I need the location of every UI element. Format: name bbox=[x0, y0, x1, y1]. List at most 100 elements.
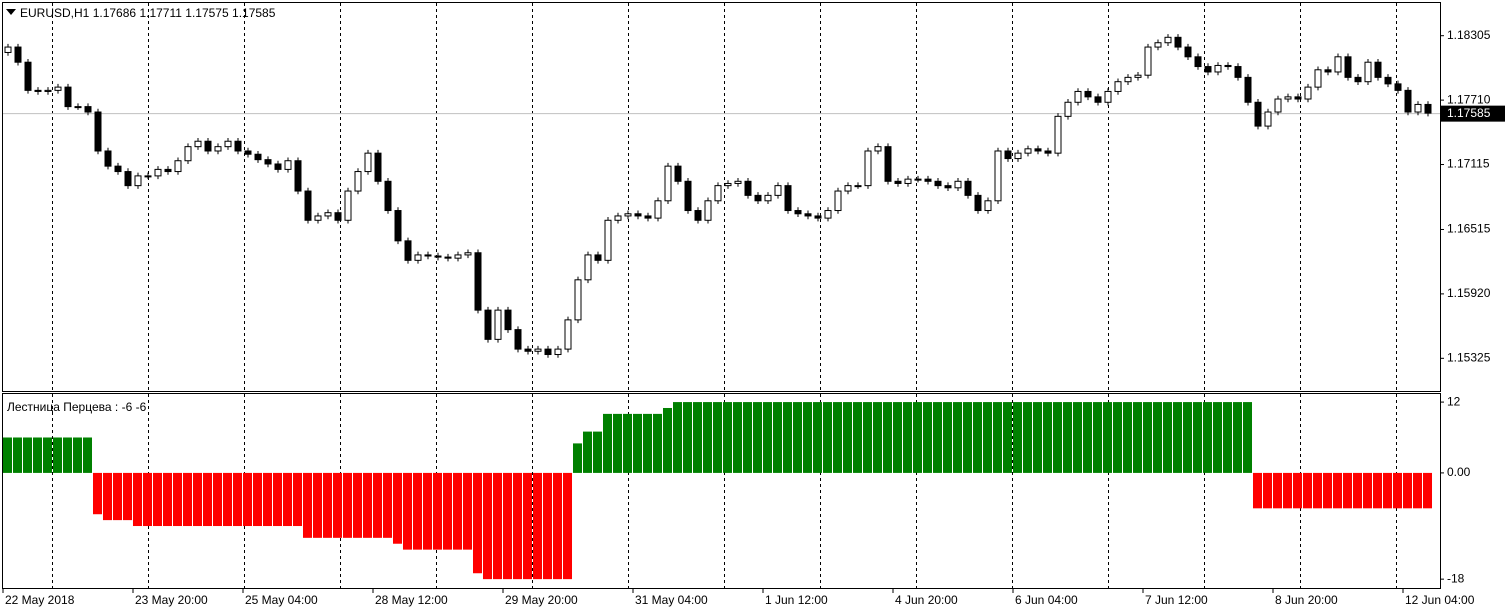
histogram-bar bbox=[3, 437, 12, 473]
histogram-bar bbox=[1313, 472, 1322, 509]
candle-body bbox=[1074, 90, 1082, 103]
histogram-bar bbox=[363, 472, 372, 538]
histogram-bar bbox=[993, 402, 1002, 473]
histogram-bar bbox=[983, 402, 992, 473]
histogram-bar bbox=[103, 472, 112, 521]
candle-body bbox=[1054, 115, 1062, 154]
histogram-bar bbox=[343, 472, 352, 538]
candle-body bbox=[1154, 42, 1162, 48]
histogram-bar bbox=[663, 407, 672, 473]
histogram-bar bbox=[1193, 402, 1202, 473]
x-tick-label: 6 Jun 04:00 bbox=[1015, 593, 1078, 607]
histogram-bar bbox=[953, 402, 962, 473]
histogram-bar bbox=[1233, 402, 1242, 473]
low: 1.17575 bbox=[185, 6, 229, 20]
histogram-bar bbox=[793, 402, 802, 473]
histogram-bar bbox=[173, 472, 182, 527]
x-tick-label: 12 Jun 04:00 bbox=[1405, 593, 1475, 607]
candle-body bbox=[624, 213, 632, 217]
candle-body bbox=[694, 210, 702, 221]
candle-body bbox=[224, 140, 232, 148]
histogram-bar bbox=[1213, 402, 1222, 473]
candle-body bbox=[964, 180, 972, 196]
candle-body bbox=[274, 163, 282, 170]
candle-body bbox=[44, 89, 52, 92]
histogram-bar bbox=[1093, 402, 1102, 473]
candle-body bbox=[914, 178, 922, 181]
histogram-bar bbox=[1373, 472, 1382, 509]
histogram-bar bbox=[1013, 402, 1022, 473]
candle-body bbox=[1244, 76, 1252, 103]
histogram-bar bbox=[73, 437, 82, 473]
candle-body bbox=[864, 150, 872, 187]
candle-body bbox=[1234, 66, 1242, 78]
candle-body bbox=[1144, 46, 1152, 76]
y-tick-label: 12 bbox=[1447, 394, 1461, 408]
current-price-box bbox=[1441, 105, 1505, 122]
candle-body bbox=[1304, 86, 1312, 100]
candle-body bbox=[294, 160, 302, 192]
candle-body bbox=[364, 152, 372, 173]
candle-body bbox=[654, 200, 662, 219]
histogram-bar bbox=[1253, 472, 1262, 509]
candle-body bbox=[954, 180, 962, 189]
histogram-bar bbox=[483, 472, 492, 580]
candle-body bbox=[404, 240, 412, 261]
histogram-bar bbox=[113, 472, 122, 521]
histogram-bar bbox=[133, 472, 142, 527]
candle-body bbox=[244, 150, 252, 155]
candle-body bbox=[4, 46, 12, 53]
histogram-bar bbox=[423, 472, 432, 550]
candle-body bbox=[1134, 74, 1142, 78]
candle-body bbox=[1404, 89, 1412, 113]
histogram-bar bbox=[833, 402, 842, 473]
histogram-bar bbox=[1113, 402, 1122, 473]
candle-body bbox=[1274, 98, 1282, 113]
candle-body bbox=[374, 152, 382, 182]
candle-body bbox=[144, 175, 152, 178]
histogram-bar bbox=[63, 437, 72, 473]
candle-body bbox=[1044, 150, 1052, 154]
candle-body bbox=[994, 150, 1002, 202]
candle-body bbox=[1394, 83, 1402, 91]
histogram-bar bbox=[1393, 472, 1402, 509]
candle-body bbox=[264, 159, 272, 165]
candle-body bbox=[184, 146, 192, 162]
histogram-bar bbox=[1383, 472, 1392, 509]
histogram-bar bbox=[533, 472, 542, 580]
candle-body bbox=[454, 254, 462, 259]
histogram-bar bbox=[203, 472, 212, 527]
histogram-bar bbox=[703, 402, 712, 473]
y-tick-label: 1.16515 bbox=[1447, 222, 1491, 236]
candle-body bbox=[1224, 64, 1232, 68]
candle-body bbox=[124, 171, 132, 187]
histogram-bar bbox=[1073, 402, 1082, 473]
histogram-bar bbox=[1143, 402, 1152, 473]
x-tick-label: 25 May 04:00 bbox=[245, 593, 318, 607]
menu-arrow[interactable] bbox=[6, 9, 16, 15]
candle-body bbox=[1034, 148, 1042, 152]
candle-body bbox=[1204, 66, 1212, 73]
y-tick-label: -18 bbox=[1447, 571, 1465, 585]
histogram-bar bbox=[773, 402, 782, 473]
histogram-bar bbox=[1083, 402, 1092, 473]
candle-body bbox=[1094, 96, 1102, 103]
indicator-header: Лестница Перцева : -6 -6 bbox=[7, 400, 147, 414]
histogram-bar bbox=[1063, 402, 1072, 473]
histogram-bar bbox=[753, 402, 762, 473]
histogram-bar bbox=[413, 472, 422, 550]
histogram-bar bbox=[1283, 472, 1292, 509]
indicator-name: Лестница Перцева : bbox=[7, 400, 118, 414]
candle-body bbox=[1314, 69, 1322, 88]
candle-body bbox=[254, 153, 262, 161]
histogram-bar bbox=[903, 402, 912, 473]
histogram-bar bbox=[1153, 402, 1162, 473]
candle-body bbox=[1324, 69, 1332, 73]
candle-body bbox=[1084, 90, 1092, 98]
histogram-bar bbox=[1323, 472, 1332, 509]
histogram-bar bbox=[243, 472, 252, 527]
candle-body bbox=[614, 215, 622, 221]
candle-body bbox=[1064, 101, 1072, 117]
histogram-bar bbox=[973, 402, 982, 473]
histogram-bar bbox=[273, 472, 282, 527]
